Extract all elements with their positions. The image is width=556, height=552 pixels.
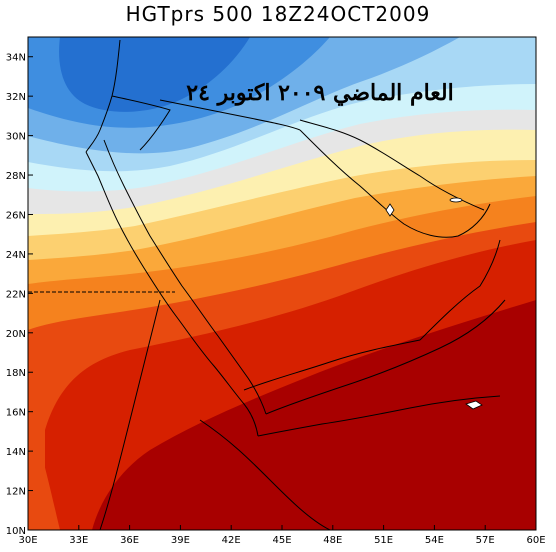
x-tick-label: 30E xyxy=(18,535,37,546)
gulf-of-aden-coast xyxy=(257,395,501,437)
x-tick-label: 36E xyxy=(120,535,139,546)
x-tick-label: 51E xyxy=(374,535,393,546)
y-tick-label: 10N xyxy=(6,526,26,537)
coastlines-and-borders xyxy=(28,39,506,530)
jordan-border xyxy=(111,95,171,151)
y-tick-label: 30N xyxy=(6,132,26,143)
y-tick-label: 32N xyxy=(6,92,26,103)
x-tick-label: 57E xyxy=(476,535,495,546)
x-tick-label: 48E xyxy=(323,535,342,546)
y-tick-label: 24N xyxy=(6,250,26,261)
x-tick-label: 42E xyxy=(222,535,241,546)
y-tick-label: 28N xyxy=(6,171,26,182)
y-tick-label: 26N xyxy=(6,210,26,221)
y-tick-label: 20N xyxy=(6,329,26,340)
arabian-sea-coast xyxy=(265,299,506,415)
persian-gulf-coast xyxy=(299,129,491,238)
levant-coastline xyxy=(85,39,121,153)
x-tick-label: 54E xyxy=(425,535,444,546)
y-tick-label: 14N xyxy=(6,447,26,458)
band-deep-blue xyxy=(59,37,250,112)
red-sea-east-coast xyxy=(103,139,267,415)
iraq-border xyxy=(159,99,301,131)
ethiopia-border xyxy=(199,419,331,530)
y-tick-label: 22N xyxy=(6,289,26,300)
sudan-inland-border xyxy=(99,299,161,530)
x-tick-label: 39E xyxy=(171,535,190,546)
socotra-island xyxy=(465,400,483,410)
sinai-and-red-sea-west-coast xyxy=(85,151,259,437)
overlay-caption: العام الماضي ٢٠٠٩ اكتوبر ٢٤ xyxy=(186,80,454,106)
y-tick-label: 34N xyxy=(6,53,26,64)
islands xyxy=(385,197,483,410)
x-tick-label: 60E xyxy=(526,535,545,546)
x-tick-label: 33E xyxy=(69,535,88,546)
bahrain-island xyxy=(385,203,395,217)
y-tick-label: 18N xyxy=(6,368,26,379)
saudi-yemen-border xyxy=(243,339,421,391)
qeshm-island xyxy=(449,197,463,203)
band-red-lower-left xyxy=(28,420,60,530)
geopotential-height-field xyxy=(28,37,536,530)
axis-ticks: 30E 33E 36E 39E 42E 45E 48E 51E 54E 57E 60E 10N 12N 1… xyxy=(6,53,546,546)
y-tick-label: 12N xyxy=(6,487,26,498)
y-tick-label: 16N xyxy=(6,408,26,419)
persian-gulf-north-coast xyxy=(299,119,485,211)
oman-border xyxy=(419,239,501,341)
x-tick-label: 45E xyxy=(272,535,291,546)
map-title: HGTprs 500 18Z24OCT2009 xyxy=(125,2,431,26)
